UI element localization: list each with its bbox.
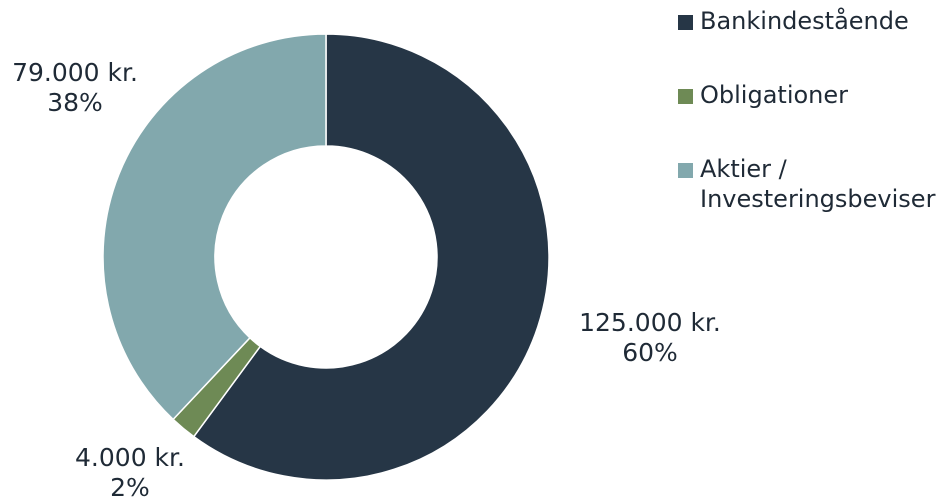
slice-aktier [102, 33, 327, 421]
value-label-aktier: 79.000 kr. [12, 58, 138, 87]
legend-label-bankindestaaende: Bankindestående [700, 7, 909, 35]
data-label-obligationer: 4.000 kr. 2% [50, 443, 210, 503]
value-label-obligationer: 4.000 kr. [75, 443, 185, 472]
data-label-aktier: 79.000 kr. 38% [0, 58, 150, 118]
legend-item-obligationer: Obligationer [678, 80, 940, 110]
legend-swatch-bankindestaaende [678, 15, 693, 30]
legend-label-obligationer: Obligationer [700, 81, 849, 109]
slice-bankindestaaende [192, 33, 550, 481]
data-label-bankindestaaende: 125.000 kr. 60% [560, 308, 740, 368]
percent-label-bankindestaaende: 60% [622, 338, 678, 367]
legend: Bankindestående Obligationer Aktier / In… [678, 6, 940, 258]
legend-label-aktier-line-1: Aktier / [700, 155, 787, 183]
percent-label-obligationer: 2% [110, 473, 150, 502]
legend-swatch-obligationer [678, 89, 693, 104]
legend-swatch-aktier [678, 163, 693, 178]
legend-label-aktier-line-2: Investeringsbeviser [700, 185, 936, 213]
legend-item-bankindestaaende: Bankindestående [678, 6, 940, 36]
legend-item-aktier: Aktier / Investeringsbeviser [678, 154, 940, 214]
value-label-bankindestaaende: 125.000 kr. [579, 308, 721, 337]
percent-label-aktier: 38% [47, 88, 103, 117]
